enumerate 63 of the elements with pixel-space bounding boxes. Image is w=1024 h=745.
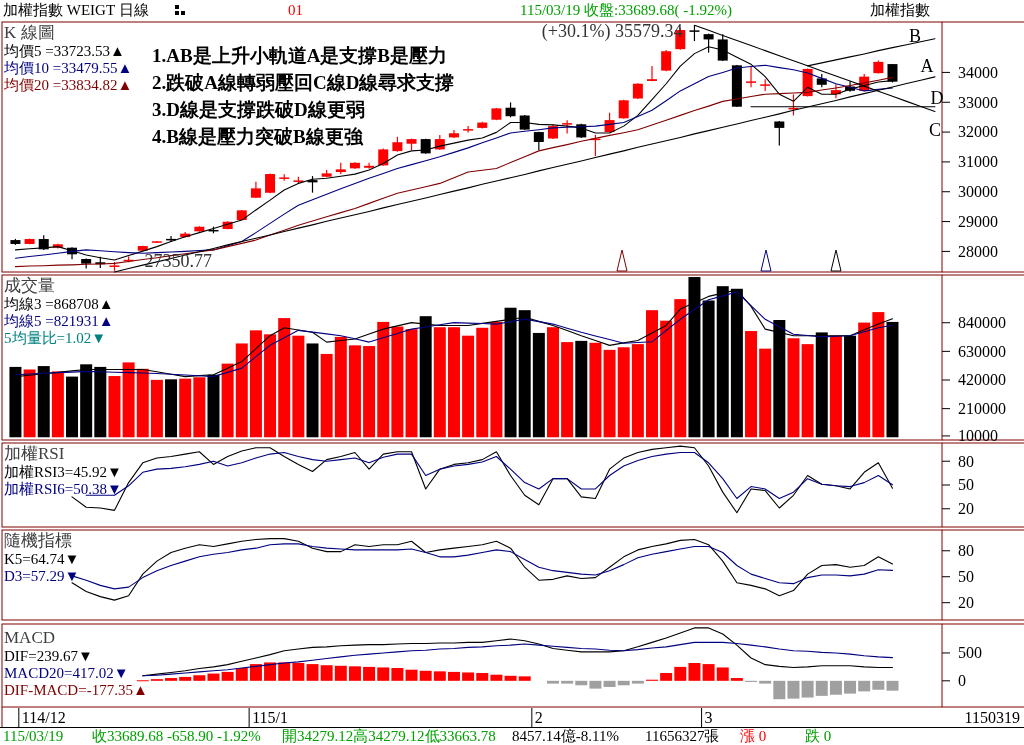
text: 115/03/19 [3,728,64,744]
series-label: MACD20=417.02▼ [4,665,129,681]
y-tick-label: 31000 [958,153,998,171]
y-tick-label: 20 [958,593,974,611]
text: 收33689.68 -658.90 -1.92% [92,728,261,744]
text: DIF=239.67▼ [4,648,93,664]
y-tick-label: 10000 [958,427,998,445]
text: 均價20 =33834.82▲ [3,77,133,93]
annotation: 4.B線是壓力突破B線更強 [152,126,364,147]
chart-title: 加權RSI [4,444,65,463]
text: 01 [288,2,303,18]
text: 均價5 =33723.53▲ [3,43,125,59]
y-tick-label: 32000 [958,123,998,141]
annotation: A [920,56,934,77]
x-tick-label: 115/1 [252,709,288,726]
y-tick-label: 840000 [958,314,1006,332]
y-tick-label: 50 [958,568,974,586]
annotation: 27350.77 [144,250,212,271]
y-tick-label: 30000 [958,183,998,201]
text: 跌 0 [805,728,832,744]
annotation: 5均量比=1.02▼ [4,330,107,346]
chart-title: K 線圖 [4,23,55,42]
chart-title: 隨機指標 [4,531,72,550]
y-tick-label: 34000 [958,63,998,81]
y-tick-label: 20 [958,500,974,518]
annotation: D [930,88,944,109]
annotation: C [928,120,942,141]
series-label: D3=57.29▼ [4,568,80,584]
annotation: 2.跌破A線轉弱壓回C線D線尋求支撐 [152,72,455,93]
series-label: 加權RSI6=50.38▼ [4,481,122,497]
x-tick-label: 2 [534,709,543,726]
y-tick-label: 33000 [958,93,998,111]
chart-title: 成交量 [4,276,55,295]
y-tick-label: 420000 [958,371,1006,389]
y-tick-label: 29000 [958,212,998,230]
y-tick-label: 210000 [958,399,1006,417]
y-tick-label: 0 [958,672,966,690]
text: 1150319 [964,709,1020,726]
y-tick-label: 500 [958,644,982,662]
y-tick-label: 80 [958,542,974,560]
text: 8457.14億-8.11% [512,728,619,744]
y-tick-label: 50 [958,476,974,494]
y-tick-label: 28000 [958,242,998,260]
text: 均價10 =33479.55▲ [3,60,133,76]
series-label: DIF-MACD=-177.35▲ [4,682,148,698]
series-label: K5=64.74▼ [4,551,80,567]
text: 115/03/19 收盤:33689.68( -1.92%) [520,2,732,19]
x-tick-label: 114/12 [21,709,66,726]
annotation: 3.D線是支撐跌破D線更弱 [152,99,365,120]
text: 11656327張 [645,728,720,744]
text: 均線3 =868708▲ [3,296,114,312]
annotation: B [908,26,922,47]
text: 加權指數 WEIGT 日線 [3,2,149,18]
text: 開34279.12高34279.12低33663.78 [282,728,496,744]
text: 漲 0 [740,728,767,744]
annotation: 1.AB是上升小軌道A是支撐B是壓力 [152,45,448,66]
text: 均線5 =821931▲ [3,313,114,329]
text: 加權指數 [870,2,930,18]
x-tick-label: 3 [704,709,713,726]
chart-title: MACD [4,628,56,647]
series-label: 加權RSI3=45.92▼ [4,464,122,480]
y-tick-label: 80 [958,452,974,470]
y-tick-label: 630000 [958,342,1006,360]
